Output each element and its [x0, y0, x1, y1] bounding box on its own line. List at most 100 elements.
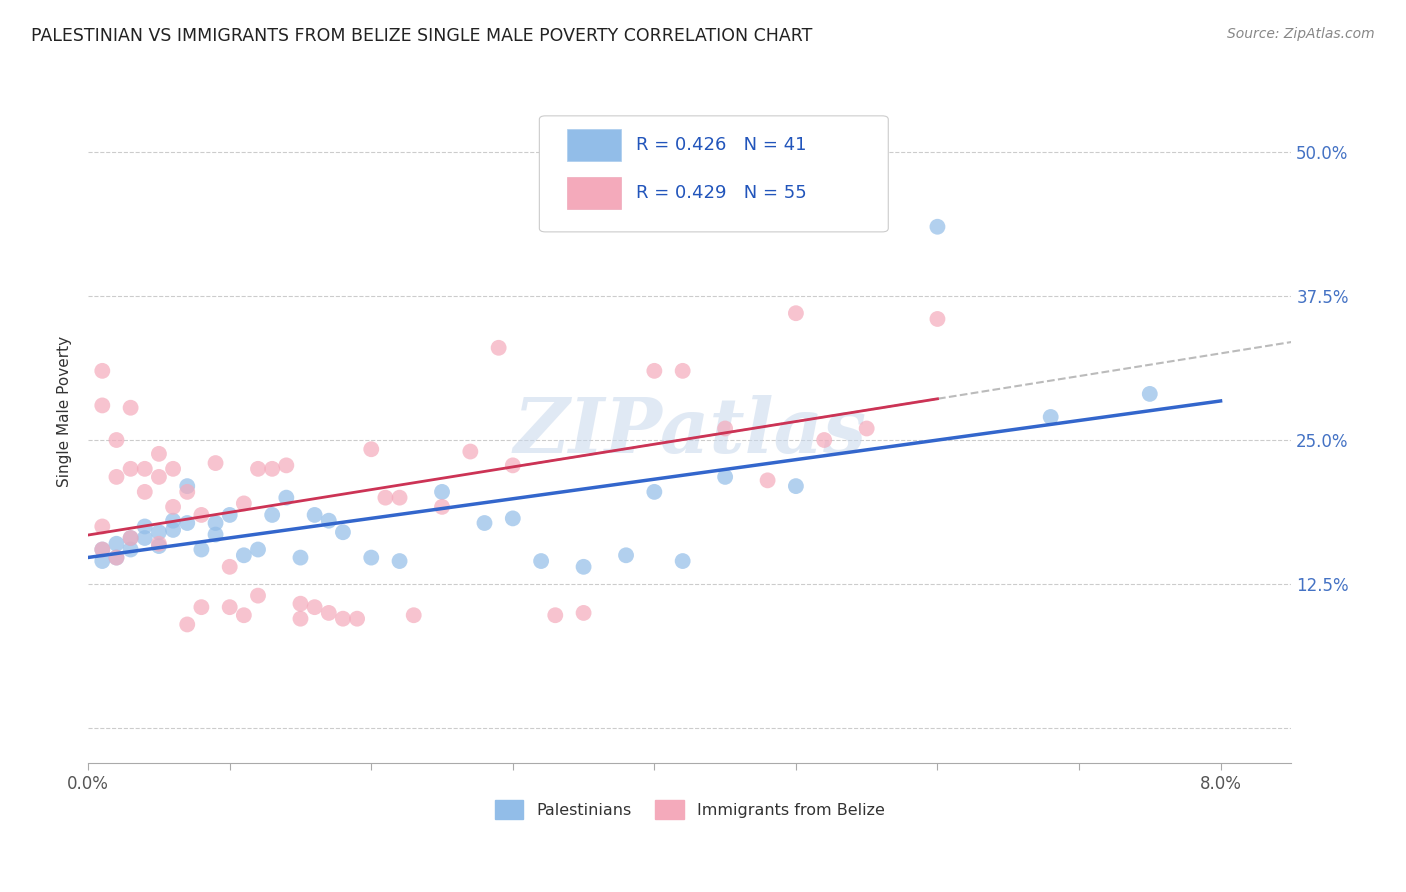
FancyBboxPatch shape — [540, 116, 889, 232]
Point — [162, 514, 184, 528]
Point — [134, 519, 156, 533]
Text: Source: ZipAtlas.com: Source: ZipAtlas.com — [1227, 27, 1375, 41]
Point — [276, 491, 298, 505]
Point — [1039, 409, 1062, 424]
Point — [402, 608, 425, 623]
Point — [204, 516, 226, 530]
Point — [388, 491, 411, 505]
Point — [672, 554, 695, 568]
Point — [430, 484, 453, 499]
Point — [120, 531, 142, 545]
Point — [120, 401, 142, 415]
Point — [190, 600, 212, 615]
Point — [374, 491, 396, 505]
Point — [714, 421, 737, 435]
Point — [290, 550, 312, 565]
Point — [91, 554, 114, 568]
Point — [360, 442, 382, 457]
Point — [614, 156, 637, 170]
Point — [304, 600, 326, 615]
Point — [232, 496, 254, 510]
Point — [502, 458, 524, 473]
Point — [785, 479, 807, 493]
Point — [148, 447, 170, 461]
Point — [105, 550, 128, 565]
Point — [120, 542, 142, 557]
Point — [544, 608, 567, 623]
Point — [318, 606, 340, 620]
Point — [785, 306, 807, 320]
Point — [134, 462, 156, 476]
Point — [190, 542, 212, 557]
Point — [247, 589, 270, 603]
Point — [474, 516, 496, 530]
Point — [290, 612, 312, 626]
Point — [176, 484, 198, 499]
Text: PALESTINIAN VS IMMIGRANTS FROM BELIZE SINGLE MALE POVERTY CORRELATION CHART: PALESTINIAN VS IMMIGRANTS FROM BELIZE SI… — [31, 27, 813, 45]
Point — [218, 559, 240, 574]
Point — [232, 608, 254, 623]
Point — [276, 458, 298, 473]
Point — [460, 444, 482, 458]
Point — [672, 364, 695, 378]
Text: ZIPatlas: ZIPatlas — [513, 395, 866, 469]
Point — [91, 519, 114, 533]
Point — [105, 550, 128, 565]
Point — [927, 312, 949, 326]
Point — [572, 559, 595, 574]
Point — [262, 508, 284, 522]
FancyBboxPatch shape — [567, 177, 621, 209]
Point — [614, 549, 637, 563]
Point — [91, 399, 114, 413]
Point — [318, 514, 340, 528]
Point — [120, 531, 142, 545]
Point — [643, 364, 665, 378]
Point — [488, 341, 510, 355]
Point — [756, 474, 779, 488]
FancyBboxPatch shape — [567, 128, 621, 161]
Point — [572, 606, 595, 620]
Point — [134, 531, 156, 545]
Point — [430, 500, 453, 514]
Point — [714, 470, 737, 484]
Point — [290, 597, 312, 611]
Point — [218, 508, 240, 522]
Point — [643, 484, 665, 499]
Point — [813, 433, 835, 447]
Point — [148, 470, 170, 484]
Point — [176, 516, 198, 530]
Point — [120, 462, 142, 476]
Point — [204, 527, 226, 541]
Point — [176, 479, 198, 493]
Point — [1139, 387, 1161, 401]
Point — [360, 550, 382, 565]
Point — [134, 484, 156, 499]
Point — [162, 523, 184, 537]
Point — [105, 470, 128, 484]
Point — [218, 600, 240, 615]
Point — [91, 542, 114, 557]
Legend: Palestinians, Immigrants from Belize: Palestinians, Immigrants from Belize — [488, 794, 891, 825]
Point — [332, 525, 354, 540]
Point — [530, 554, 553, 568]
Point — [162, 500, 184, 514]
Point — [105, 433, 128, 447]
Point — [502, 511, 524, 525]
Point — [247, 542, 270, 557]
Point — [262, 462, 284, 476]
Point — [91, 542, 114, 557]
Point — [346, 612, 368, 626]
Point — [190, 508, 212, 522]
Point — [388, 554, 411, 568]
Text: R = 0.426   N = 41: R = 0.426 N = 41 — [636, 136, 806, 153]
Point — [148, 525, 170, 540]
Point — [105, 537, 128, 551]
Point — [304, 508, 326, 522]
Point — [176, 617, 198, 632]
Point — [204, 456, 226, 470]
Point — [332, 612, 354, 626]
Text: R = 0.429   N = 55: R = 0.429 N = 55 — [636, 184, 807, 202]
Point — [91, 364, 114, 378]
Point — [148, 539, 170, 553]
Point — [148, 537, 170, 551]
